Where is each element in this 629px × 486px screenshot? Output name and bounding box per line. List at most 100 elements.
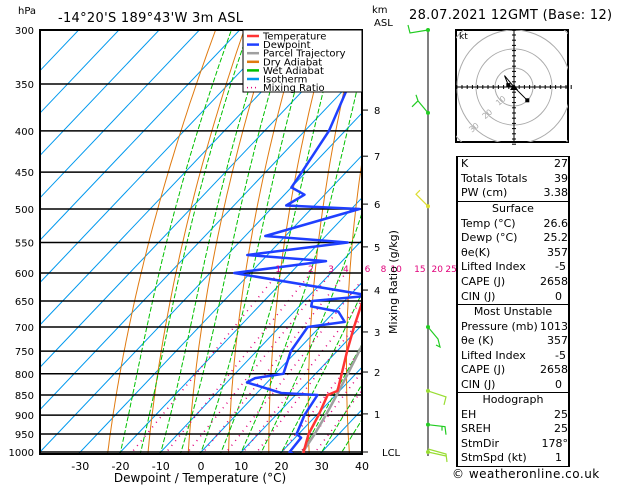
mu-value: 2658 <box>540 363 568 377</box>
pressure-tick-label: 800 <box>15 370 34 381</box>
wind-barb <box>427 326 441 349</box>
mu-label: Pressure (mb) <box>461 319 538 333</box>
wet-adiabat-line <box>179 30 289 454</box>
temperature-tick-label: -30 <box>71 460 89 473</box>
isotherm-line <box>40 30 321 326</box>
location-title: -14°20'S 189°43'W 3m ASL <box>58 11 244 26</box>
wet-adiabat-line <box>139 30 250 454</box>
pressure-tick-label: 900 <box>15 411 34 422</box>
dry-adiabat-line <box>307 30 359 454</box>
legend-label: Mixing Ratio <box>263 83 325 94</box>
index-row: Totals Totals 39 <box>458 172 568 187</box>
pressure-tick-label: 400 <box>15 127 34 138</box>
dry-adiabat-line <box>147 30 245 454</box>
mu-row: CIN (J) 0 <box>458 378 568 393</box>
surface-label: CIN (J) <box>461 289 496 303</box>
mixing-ratio-tick-label: 4 <box>343 265 349 275</box>
mu-label: CAPE (J) <box>461 363 506 377</box>
km-tick-label: 8 <box>374 106 380 117</box>
surface-row: CAPE (J) 2658 <box>458 275 568 290</box>
index-label: PW (cm) <box>461 186 508 200</box>
hodograph-unit-label: kt <box>459 32 468 42</box>
temperature-tick-label: 30 <box>315 460 329 473</box>
mixing-ratio-tick-label: 8 <box>381 265 387 275</box>
background-grid <box>40 30 362 454</box>
mixing-ratio-tick-label: 25 <box>445 265 456 275</box>
dry-adiabat-line <box>228 30 302 454</box>
temperature-tick-label: 0 <box>198 460 205 473</box>
dewpoint-line <box>232 56 362 454</box>
isotherm-line <box>77 154 362 454</box>
pressure-tick-label: 450 <box>15 168 34 179</box>
mu-label: CIN (J) <box>461 377 496 391</box>
mu-value: 357 <box>547 334 568 348</box>
mu-row: θe (K) 357 <box>458 334 568 349</box>
pressure-tick-label: 850 <box>15 391 34 402</box>
wet-adiabat-line <box>119 30 232 454</box>
hodo-label: StmSpd (kt) <box>461 451 527 465</box>
temperature-tick-label: 40 <box>355 460 369 473</box>
pressure-tick-label: 600 <box>15 269 34 280</box>
wind-barb <box>427 390 447 406</box>
mu-label: Lifted Index <box>461 348 526 362</box>
wind-barb <box>411 94 429 114</box>
surface-value: 0 <box>555 289 562 303</box>
temperature-tick-label: -10 <box>152 460 170 473</box>
dry-adiabat-line <box>346 158 362 454</box>
parcel-trajectory-line <box>301 342 362 454</box>
wet-adiabat-line <box>340 418 362 454</box>
hodo-row: StmSpd (kt) 1 <box>458 451 568 466</box>
km-tick-label: LCL <box>382 448 401 459</box>
km-tick-label: 1 <box>374 410 380 421</box>
km-label: km <box>372 5 388 16</box>
isotherm-line <box>40 30 160 157</box>
wind-barb <box>415 189 429 207</box>
wet-adiabat-line <box>199 30 313 454</box>
wet-adiabat-line <box>259 211 362 454</box>
isotherm-line <box>40 69 362 411</box>
wet-adiabat-line <box>319 383 362 454</box>
mixing-ratio-line <box>201 272 347 454</box>
index-value: 27 <box>554 157 568 170</box>
surface-value: 25.2 <box>543 231 569 245</box>
wind-barb <box>407 24 429 34</box>
wind-barbs <box>407 24 448 463</box>
legend-label: Temperature <box>262 32 326 43</box>
mixing-ratio-line <box>129 272 279 454</box>
index-value: 39 <box>554 171 568 185</box>
km-tick-label: 7 <box>374 152 380 163</box>
hodo-row: EH 25 <box>458 408 568 423</box>
surface-label: CAPE (J) <box>461 274 506 288</box>
index-label: Totals Totals <box>461 171 528 185</box>
mu-label: θe (K) <box>461 334 494 348</box>
mixing-ratio-line <box>163 272 312 454</box>
mixing-ratio-tick-label: 6 <box>365 265 371 275</box>
isotherm-line <box>40 30 241 241</box>
legend-label: Wet Adiabat <box>263 66 324 77</box>
pressure-tick-label: 550 <box>15 238 34 249</box>
hodograph-marker <box>506 83 511 88</box>
hodo-value: 25 <box>554 422 568 436</box>
wet-adiabat-line <box>279 291 362 454</box>
pressure-tick-label: 350 <box>15 80 34 91</box>
km-tick-label: 4 <box>374 286 380 297</box>
hodo-label: StmDir <box>461 436 500 450</box>
wet-adiabat-line <box>219 30 340 454</box>
storm-motion-marker <box>510 84 518 90</box>
km-axis: 8 7 6 5 4 3 2 1 LCL <box>362 106 401 459</box>
hodograph-marker <box>525 98 530 103</box>
asl-label: ASL <box>374 18 393 29</box>
temperature-axis: -30 -20 -10 0 10 20 30 40 <box>71 460 369 473</box>
surface-row: Dewp (°C) 25.2 <box>458 231 568 246</box>
copyright-footer: © weatheronline.co.uk <box>452 467 600 481</box>
surface-row: θe(K) 357 <box>458 246 568 261</box>
pressure-tick-label: 700 <box>15 323 34 334</box>
mu-value: 0 <box>555 377 562 391</box>
mixing-ratio-tick-label: 1 <box>275 265 281 275</box>
pressure-tick-label: 1000 <box>9 448 34 459</box>
hodograph-indices-table: Hodograph EH 25 SREH 25 StmDir 178° StmSpd … <box>456 392 570 467</box>
hodo-value: 178° <box>541 436 569 450</box>
